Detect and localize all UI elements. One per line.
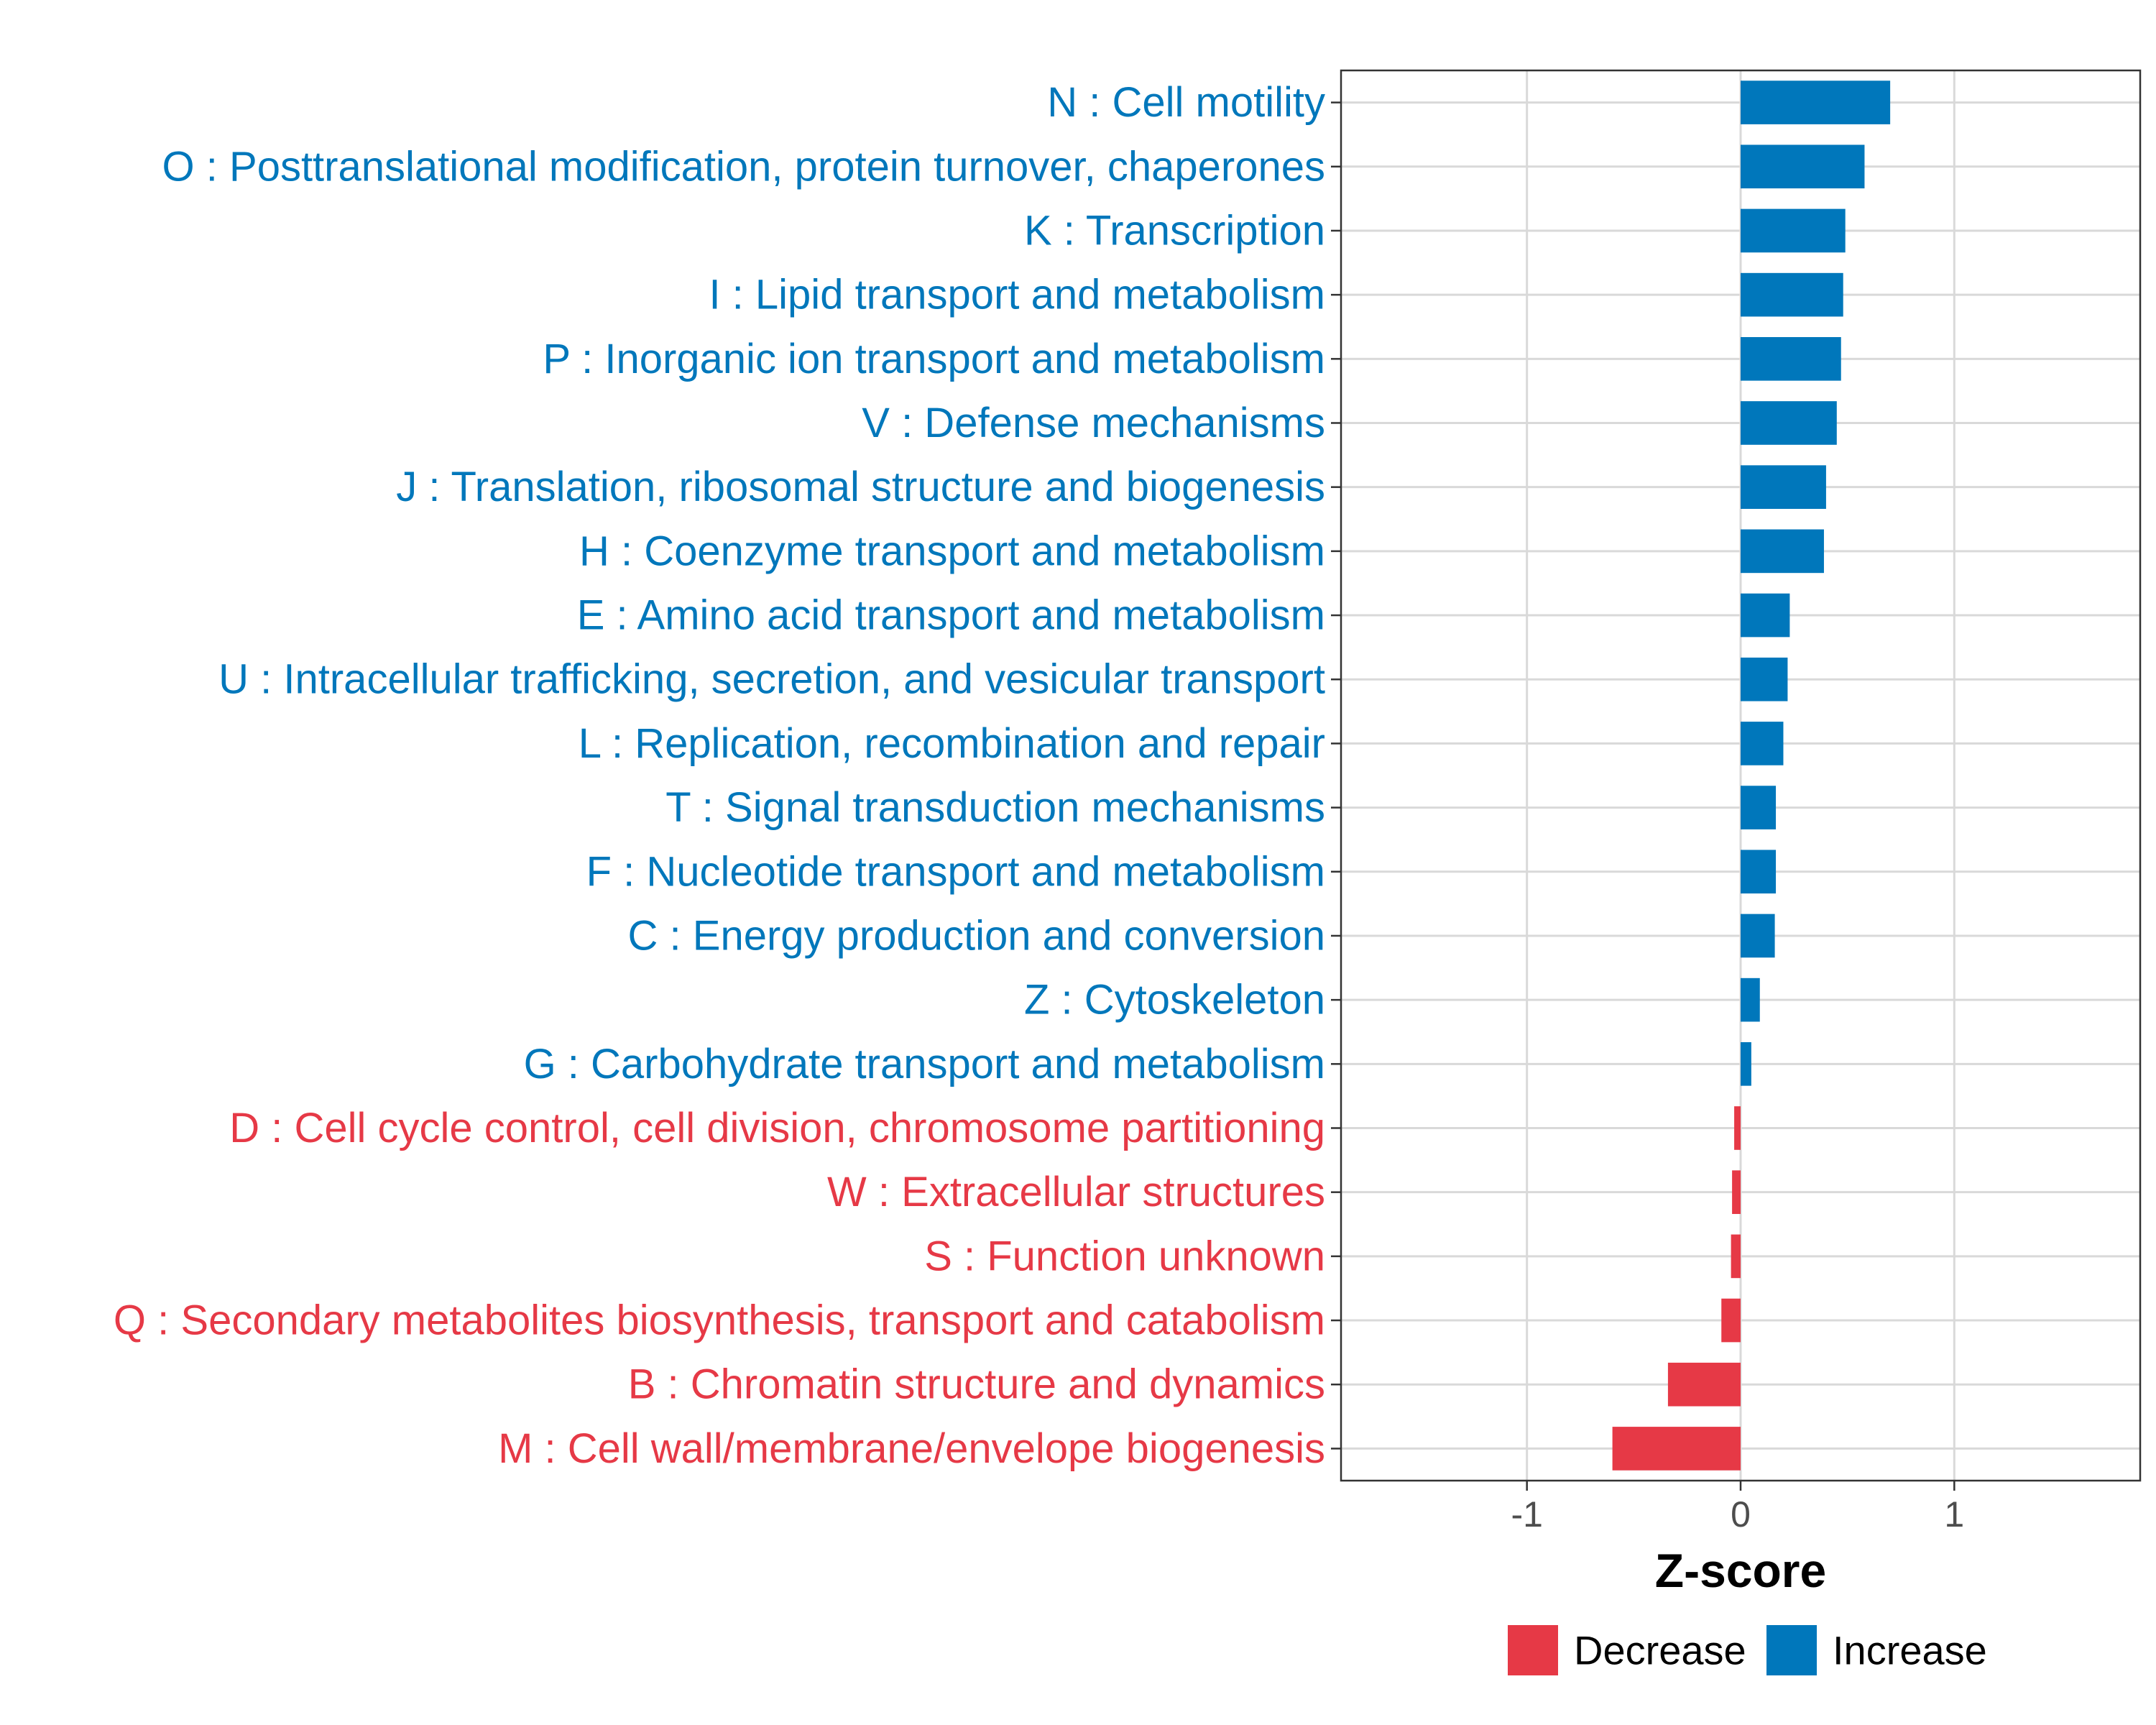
category-label: L : Replication, recombination and repai… xyxy=(579,720,1325,767)
bar xyxy=(1741,850,1777,894)
category-label: J : Translation, ribosomal structure and… xyxy=(396,464,1325,510)
category-label: G : Carbohydrate transport and metabolis… xyxy=(524,1041,1325,1087)
bar xyxy=(1732,1170,1741,1215)
bar xyxy=(1741,80,1891,124)
x-tick-label: 1 xyxy=(1944,1494,1964,1535)
bar xyxy=(1741,786,1777,829)
bar xyxy=(1741,1041,1751,1086)
category-label: C : Energy production and conversion xyxy=(628,912,1325,959)
category-label: T : Signal transduction mechanisms xyxy=(665,784,1325,831)
category-label: M : Cell wall/membrane/envelope biogenes… xyxy=(498,1425,1325,1472)
bar xyxy=(1741,529,1824,574)
legend-swatch xyxy=(1508,1625,1558,1675)
category-label: V : Defense mechanisms xyxy=(862,400,1325,446)
category-label: W : Extracellular structures xyxy=(827,1169,1325,1215)
bar xyxy=(1741,336,1841,381)
bar xyxy=(1741,657,1788,702)
category-label: E : Amino acid transport and metabolism xyxy=(577,592,1325,639)
bar xyxy=(1741,208,1846,253)
legend-swatch xyxy=(1766,1625,1817,1675)
category-label: B : Chromatin structure and dynamics xyxy=(628,1361,1325,1408)
bar xyxy=(1731,1234,1741,1279)
bar xyxy=(1741,978,1760,1022)
bars xyxy=(1612,80,1891,1471)
category-label: D : Cell cycle control, cell division, c… xyxy=(229,1105,1325,1151)
category-label: I : Lipid transport and metabolism xyxy=(709,272,1325,318)
x-tick-label: 0 xyxy=(1731,1494,1751,1535)
bar xyxy=(1741,593,1790,638)
category-label: P : Inorganic ion transport and metaboli… xyxy=(543,336,1325,382)
bar xyxy=(1741,272,1843,317)
category-label: U : Intracellular trafficking, secretion… xyxy=(218,656,1325,703)
category-labels: N : Cell motility O : Posttranslational m… xyxy=(114,79,1325,1472)
bar xyxy=(1741,914,1775,958)
bar xyxy=(1741,465,1826,510)
category-label: S : Function unknown xyxy=(924,1233,1325,1279)
bar xyxy=(1667,1362,1741,1407)
panel-border xyxy=(1340,69,2142,1482)
category-label: Q : Secondary metabolites biosynthesis, … xyxy=(114,1297,1325,1344)
x-axis: -1 0 1 xyxy=(1331,101,1964,1535)
category-label: F : Nucleotide transport and metabolism xyxy=(586,848,1325,895)
category-label: Z : Cytoskeleton xyxy=(1024,977,1325,1024)
bar xyxy=(1741,144,1865,189)
bar xyxy=(1741,401,1837,445)
legend: Decrease Increase xyxy=(1508,1625,1987,1675)
x-axis-title: Z-score xyxy=(1655,1544,1826,1597)
category-label: N : Cell motility xyxy=(1047,79,1325,126)
legend-label: Increase xyxy=(1833,1628,1987,1673)
category-label: O : Posttranslational modification, prot… xyxy=(162,143,1325,190)
legend-label: Decrease xyxy=(1574,1628,1746,1673)
category-label: H : Coenzyme transport and metabolism xyxy=(579,528,1325,574)
bar xyxy=(1734,1106,1741,1150)
x-tick-label: -1 xyxy=(1511,1494,1542,1535)
category-label: K : Transcription xyxy=(1024,207,1325,254)
bar xyxy=(1741,722,1784,765)
bar xyxy=(1612,1427,1741,1471)
bar xyxy=(1721,1298,1741,1343)
